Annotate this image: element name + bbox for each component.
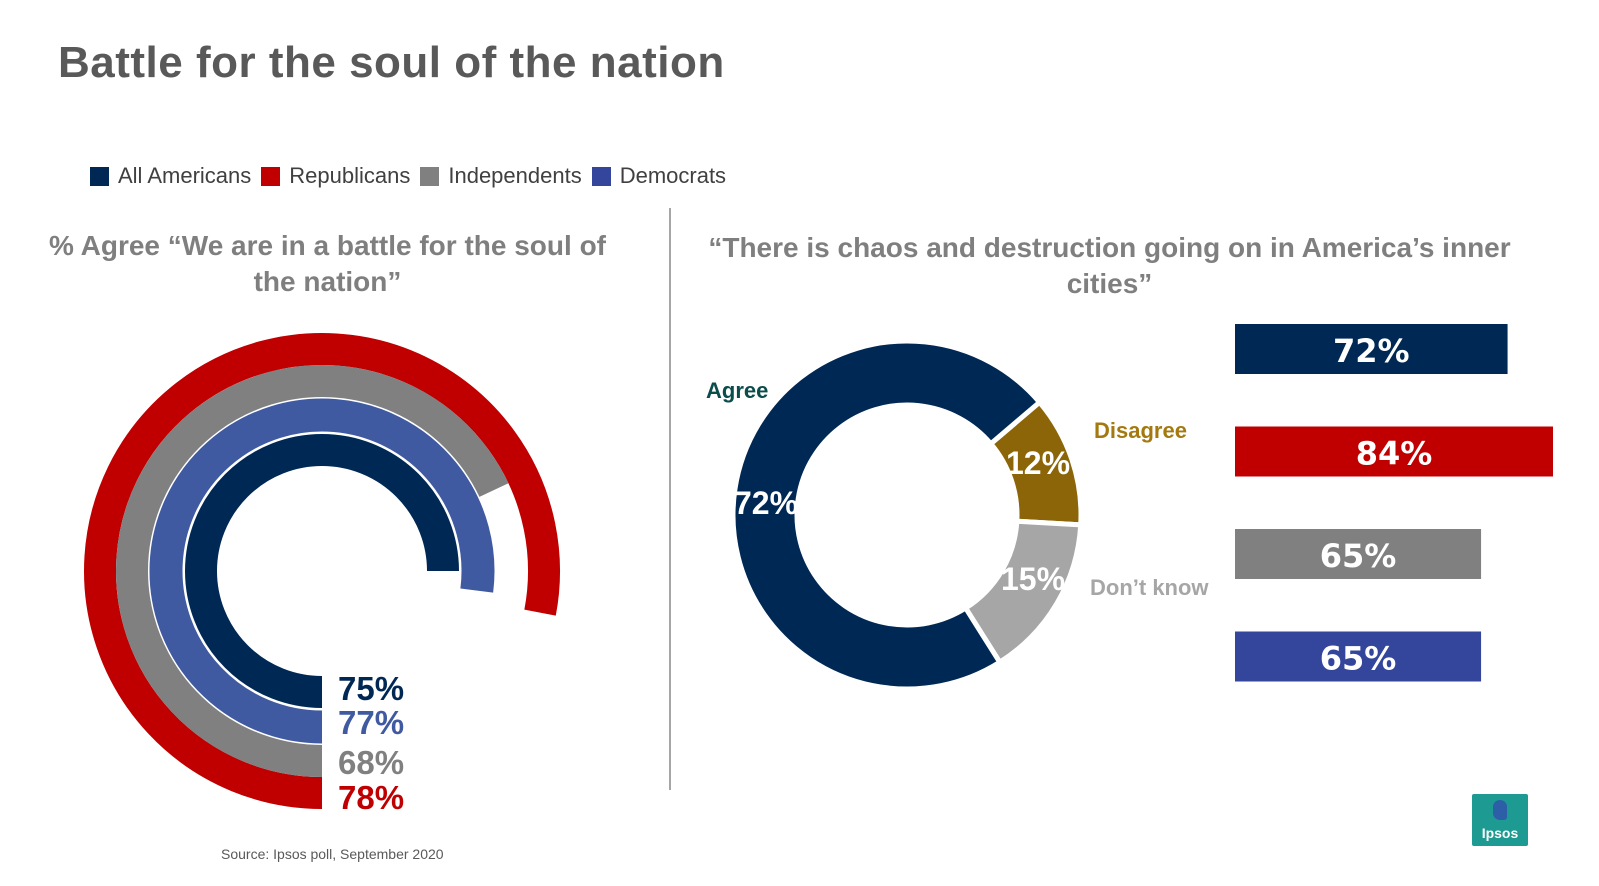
legend-item-republicans: Republicans bbox=[261, 163, 410, 189]
radial-bar-all-americans bbox=[185, 434, 459, 708]
legend-item-democrats: Democrats bbox=[591, 163, 727, 189]
hbar-republicans bbox=[1235, 426, 1553, 477]
legend-swatch-independents bbox=[420, 166, 440, 186]
chart-legend: All Americans Republicans Independents D… bbox=[90, 163, 736, 189]
radial-bar-republicans bbox=[84, 333, 560, 809]
ipsos-logo: Ipsos bbox=[1472, 794, 1528, 846]
radial-bar-label-democrats: 77% bbox=[338, 704, 404, 741]
hbar-label-republicans: 84% bbox=[1356, 435, 1433, 473]
logo-mark-icon bbox=[1493, 800, 1507, 820]
donut-value-label-agree: 72% bbox=[734, 485, 798, 521]
hbar-label-democrats: 65% bbox=[1320, 640, 1397, 678]
donut-category-label-disagree: Disagree bbox=[1094, 418, 1187, 443]
donut-slice-agree bbox=[730, 338, 1044, 692]
radial-bar-chart: 78%68%77%75% bbox=[84, 333, 560, 816]
panel-divider bbox=[669, 208, 671, 790]
legend-label-republicans: Republicans bbox=[289, 163, 411, 188]
legend-label-democrats: Democrats bbox=[619, 163, 727, 188]
legend-label-all-americans: All Americans bbox=[118, 163, 252, 188]
hbar-all-americans bbox=[1235, 324, 1508, 374]
donut-chart: 72% Agree 12% Disagree 15% Don’t know bbox=[706, 338, 1209, 692]
horizontal-bar-chart: 72% 84% 65% 65% bbox=[1235, 324, 1553, 682]
radial-bar-label-republicans: 78% bbox=[338, 779, 404, 816]
legend-label-independents: Independents bbox=[448, 163, 582, 188]
legend-swatch-republicans bbox=[261, 166, 281, 186]
donut-value-label-disagree: 12% bbox=[1006, 445, 1070, 481]
logo-text: Ipsos bbox=[1481, 825, 1519, 841]
radial-bar-label-all-americans: 75% bbox=[338, 670, 404, 707]
donut-category-label-agree: Agree bbox=[706, 378, 768, 403]
radial-bar-democrats bbox=[149, 398, 495, 744]
donut-category-label-don-t-know: Don’t know bbox=[1090, 575, 1209, 600]
hbar-label-all-americans: 72% bbox=[1333, 332, 1410, 370]
source-note: Source: Ipsos poll, September 2020 bbox=[221, 846, 444, 862]
hbar-label-independents: 65% bbox=[1320, 537, 1397, 575]
donut-chart-title: “There is chaos and destruction going on… bbox=[708, 232, 1511, 299]
hbar-democrats bbox=[1235, 631, 1482, 682]
legend-swatch-all-americans bbox=[90, 166, 109, 186]
legend-swatch-democrats bbox=[591, 166, 611, 186]
legend-item-independents: Independents bbox=[420, 163, 582, 189]
radial-chart-title: % Agree “We are in a battle for the soul… bbox=[49, 230, 606, 297]
radial-bar-label-independents: 68% bbox=[338, 744, 404, 781]
legend-item-all-americans: All Americans bbox=[90, 163, 251, 189]
radial-bar-independents bbox=[116, 365, 509, 777]
donut-value-label-don-t-know: 15% bbox=[1001, 561, 1065, 597]
hbar-independents bbox=[1235, 529, 1482, 579]
page-title: Battle for the soul of the nation bbox=[58, 38, 725, 87]
